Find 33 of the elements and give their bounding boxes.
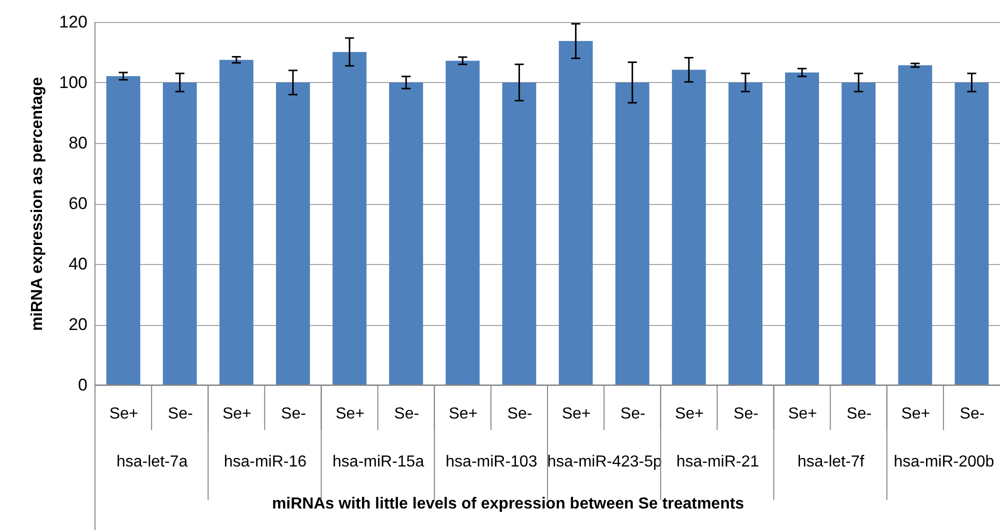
x-tick-label: Se- bbox=[507, 406, 532, 422]
y-tick-label: 120 bbox=[59, 12, 88, 32]
text: hsa-miR-103 bbox=[446, 454, 538, 470]
y-tick-label: 40 bbox=[68, 254, 88, 274]
text: hsa-miR-423-5p bbox=[547, 454, 662, 470]
text: hsa-miR-21 bbox=[676, 454, 760, 470]
x-tick-label: Se+ bbox=[901, 406, 930, 422]
text: hsa-let-7f bbox=[797, 454, 865, 470]
text: hsa-miR-16 bbox=[224, 454, 307, 470]
x-tick-label: Se+ bbox=[562, 406, 591, 422]
x-tick-label: Se+ bbox=[448, 406, 478, 422]
y-tick-label: 80 bbox=[68, 134, 88, 152]
y-tick-label: 0 bbox=[78, 376, 88, 394]
x-axis-title: miRNAs with little levels of expression between Se treatments bbox=[272, 496, 744, 512]
x-tick-label: Se+ bbox=[788, 406, 817, 422]
x-tick-label: Se- bbox=[960, 406, 985, 422]
x-tick-label: Se+ bbox=[109, 406, 138, 422]
x-tick-label: Se- bbox=[168, 406, 193, 422]
text: hsa-miR-15a bbox=[332, 454, 424, 470]
x-tick-label: Se- bbox=[734, 406, 758, 422]
x-tick-label: Se+ bbox=[222, 406, 252, 422]
y-tick-label: 100 bbox=[59, 73, 88, 92]
x-tick-label: Se- bbox=[846, 406, 872, 422]
x-tick-label: Se- bbox=[394, 406, 420, 422]
x-tick-label: Se+ bbox=[336, 406, 364, 422]
y-axis-title: miRNA expression as percentage bbox=[29, 77, 46, 331]
y-tick-label: 60 bbox=[68, 194, 88, 213]
x-tick-label: Se- bbox=[620, 406, 646, 422]
text: hsa-let-7a bbox=[116, 454, 188, 470]
x-tick-label: Se+ bbox=[674, 406, 704, 422]
text: hsa-miR-200b bbox=[894, 454, 994, 470]
x-tick-label: Se- bbox=[281, 406, 306, 422]
y-tick-label: 20 bbox=[68, 315, 88, 334]
